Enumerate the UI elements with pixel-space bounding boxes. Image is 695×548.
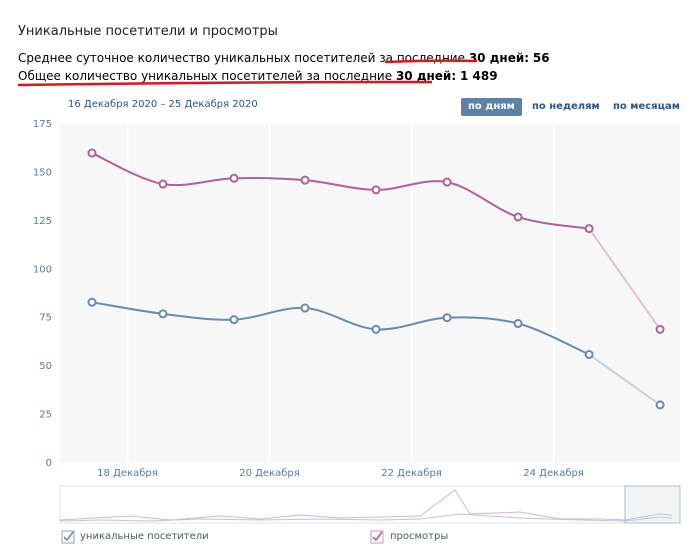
y-tick-label: 100 bbox=[33, 264, 52, 275]
legend-label: уникальные посетители bbox=[80, 531, 209, 542]
data-point bbox=[442, 313, 452, 323]
data-point bbox=[584, 350, 594, 360]
stat-label: Общее количество уникальных посетителей … bbox=[18, 69, 393, 83]
navigator-line bbox=[59, 513, 673, 522]
data-point bbox=[513, 319, 523, 329]
stat-value: 1 489 bbox=[459, 69, 498, 83]
series-line bbox=[91, 152, 590, 230]
data-point bbox=[655, 400, 665, 410]
data-point bbox=[513, 212, 523, 222]
data-point bbox=[87, 148, 97, 158]
x-tick-label: 20 Декабря bbox=[239, 468, 300, 479]
date-range: 16 Декабря 2020 – 25 Декабря 2020 bbox=[68, 99, 258, 110]
data-point bbox=[655, 324, 665, 334]
data-point bbox=[371, 185, 381, 195]
stat-period: 30 дней: bbox=[468, 51, 530, 65]
red-underline bbox=[384, 59, 478, 64]
data-point bbox=[300, 303, 310, 313]
data-point bbox=[158, 179, 168, 189]
data-point bbox=[371, 324, 381, 334]
check bbox=[372, 531, 383, 542]
data-point bbox=[584, 224, 594, 234]
stat-label: Среднее суточное количество уникальных п… bbox=[18, 51, 465, 65]
series-line bbox=[588, 228, 661, 330]
tab-button[interactable]: по дням bbox=[461, 98, 522, 116]
x-tick-label: 18 Декабря bbox=[97, 468, 158, 479]
legend-label: просмотры bbox=[390, 531, 449, 542]
navigator-line bbox=[59, 489, 673, 521]
series-line bbox=[91, 301, 590, 356]
stat-value: 56 bbox=[532, 51, 550, 65]
data-point bbox=[229, 173, 239, 183]
x-tick-label: 22 Декабря bbox=[381, 468, 442, 479]
data-point bbox=[229, 315, 239, 325]
tab-button[interactable]: по месяцам bbox=[613, 101, 680, 112]
check bbox=[63, 531, 74, 542]
y-tick-label: 175 bbox=[33, 119, 52, 130]
plot-area bbox=[60, 124, 680, 463]
navigator-window bbox=[624, 485, 681, 524]
data-point bbox=[158, 309, 168, 319]
data-point bbox=[442, 177, 452, 187]
y-tick-label: 150 bbox=[33, 167, 52, 178]
stat-line: Среднее суточное количество уникальных п… bbox=[18, 51, 550, 65]
red-underline bbox=[17, 80, 433, 87]
y-tick-label: 50 bbox=[39, 361, 52, 372]
series-line bbox=[588, 353, 661, 406]
stat-period: 30 дней: bbox=[395, 69, 457, 83]
y-tick-label: 125 bbox=[33, 216, 52, 227]
data-point bbox=[87, 297, 97, 307]
y-tick-label: 75 bbox=[39, 313, 52, 324]
tab-button[interactable]: по неделям bbox=[532, 101, 600, 112]
y-tick-label: 25 bbox=[39, 410, 52, 421]
y-tick-label: 0 bbox=[46, 458, 52, 469]
data-point bbox=[300, 175, 310, 185]
annotation bbox=[17, 59, 478, 87]
stat-line: Общее количество уникальных посетителей … bbox=[18, 69, 498, 83]
title: Уникальные посетители и просмотры bbox=[18, 24, 278, 39]
chart: 0 25 50 75 100 125 150 175 18 Декабря 20 Декабря 2… bbox=[33, 119, 681, 544]
x-tick-label: 24 Декабря bbox=[523, 468, 584, 479]
